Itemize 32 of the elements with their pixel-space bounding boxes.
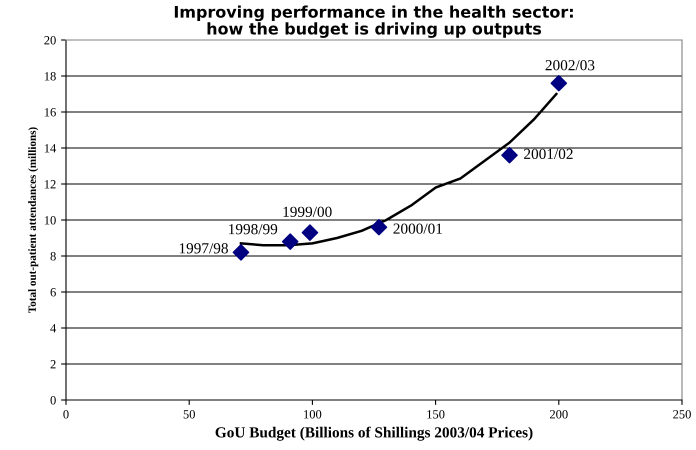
x-tick-label: 200 [550, 410, 568, 419]
y-tick-label: 14 [44, 144, 56, 152]
annotation: 1998/99 [229, 224, 278, 234]
point [370, 218, 388, 236]
y-axis-title: Total out-patient attendances (millions) [28, 127, 38, 313]
y-tick-label: 8 [50, 252, 56, 260]
y-tick-label: 2 [50, 360, 56, 368]
point [232, 244, 250, 261]
y-tick-label: 16 [44, 108, 56, 116]
point [501, 146, 518, 164]
point [550, 74, 568, 92]
y-tick-label: 0 [50, 396, 56, 404]
x-tick-label: 100 [304, 410, 322, 419]
x-axis-title: GoU Budget (Billions of Shillings 2003/04 Prices) [216, 426, 532, 441]
x-tick-label: 150 [427, 410, 444, 419]
annotation: 2000/01 [393, 223, 442, 234]
point [302, 224, 318, 241]
annotation: 2002/03 [546, 60, 594, 70]
x-tick-label: 50 [184, 410, 195, 419]
annotation: 1999/00 [284, 206, 332, 217]
chart-title: Improving performance in the health sector: how the budget is driving up outputs [174, 6, 573, 38]
x-tick-label: 0 [63, 410, 69, 419]
y-tick-label: 20 [44, 36, 56, 44]
point [282, 233, 299, 250]
annotation: 2001/02 [524, 148, 573, 160]
y-tick-label: 6 [50, 288, 56, 296]
annotation: 1997/98 [180, 243, 228, 254]
y-tick-label: 18 [44, 72, 56, 80]
x-tick-label: 250 [673, 410, 691, 419]
y-tick-label: 4 [50, 324, 56, 332]
y-tick-label: 12 [44, 180, 56, 188]
y-tick-label: 10 [44, 216, 56, 224]
